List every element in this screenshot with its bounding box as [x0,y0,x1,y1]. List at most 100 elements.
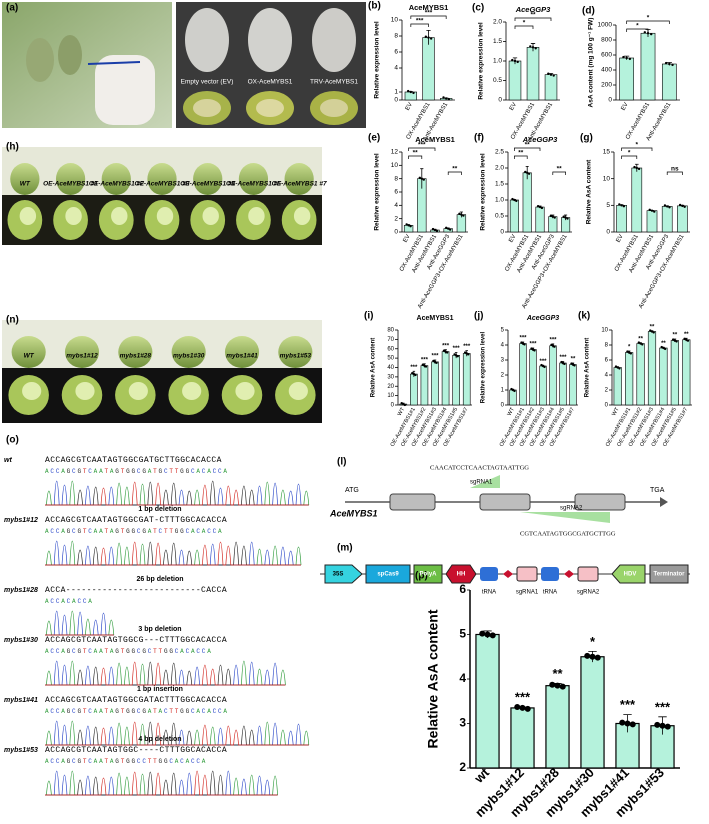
y-tick-label: 10 [387,393,394,399]
bar [559,362,567,406]
replicate-dot [668,206,671,209]
construct-part: HH [457,572,466,578]
comparison-label: * [647,15,650,22]
y-tick-label: 2 [605,388,609,394]
replicate-dot [418,176,422,179]
replicate-dot [456,355,459,358]
replicate-dot [628,57,632,61]
comparison-label: *** [416,18,424,25]
y-tick-label: 15 [603,149,611,156]
y-axis-label: Relative AsA content [425,609,441,748]
fruits [183,8,358,125]
replicate-dot [515,199,518,203]
y-tick-label: 0 [391,403,395,409]
photo-label: Empty vector (EV) [181,79,234,86]
y-tick-label: 30 [387,374,394,380]
photo-label: WT [24,353,35,360]
replicate-dot [523,343,526,346]
significance: *** [655,699,671,714]
significance: *** [515,689,531,704]
bar [659,347,668,406]
replicate-dot [678,203,682,207]
reference-sequence: ACCAGCGTCAATAGTGGCGAT-CTTTGGCACACCA [45,516,227,525]
reference-sequence: ACCAGCGTCAATAGTGGCGATACTTTGGCACACCA [45,696,227,705]
y-tick-label: 0 [498,97,502,104]
y-tick-label: 50 [387,356,394,362]
plant [171,336,206,368]
significance: *** [463,344,471,350]
chromatogram [45,661,286,686]
replicate-dot [573,364,576,367]
y-tick-label: 1 [394,89,398,96]
bar [422,37,435,101]
comparison-label: ** [530,12,536,19]
mutation-note: 3 bp deletion [138,626,181,633]
sample-name: mybs1#30 [4,637,38,644]
y-tick-label: 12 [391,149,399,156]
photo-label: OX-AceMYBS1 [248,79,293,86]
x-tick-label: EV [615,234,624,244]
y-tick-label: 2.5 [495,149,504,156]
bar [475,633,500,769]
x-tick-label: EV [621,102,630,112]
replicate-dot [442,96,445,99]
chart-title: AceMYBS1 [417,315,454,322]
plant [118,336,153,368]
cas9 [365,564,411,584]
chart-title: AceMYBS1 [409,3,449,12]
comparison-label: ns [671,166,679,173]
codon: ATG [345,487,359,494]
bar [420,365,429,406]
mutation-note: 1 bp insertion [137,686,183,693]
chromatogram [45,770,278,796]
panel-label: (g) [580,133,593,144]
replicate-dot [549,214,553,217]
plant [128,382,148,400]
replicate-dot [619,719,626,726]
y-tick-label: 0 [394,229,398,236]
reference-sequence: ACCAGCGTCAATAGTGGCG---CTTTGGCACACCA [45,636,227,645]
panel-label: (k) [578,311,590,322]
plant [202,207,219,225]
y-tick-label: 5 [606,202,610,209]
replicate-dot [646,32,650,35]
replicate-dot [681,204,684,208]
needle [87,61,141,65]
y-tick-label: 200 [601,82,612,89]
chromatogram [45,721,309,746]
replicate-dot [406,89,410,93]
read-sequence: ACCACACCA [45,598,94,605]
y-tick-label: 2 [501,373,505,379]
y-tick-label: 0 [608,97,612,104]
replicate-dot [566,217,569,220]
replicate-dot [467,353,470,356]
significance: ** [684,332,689,338]
significance: * [628,345,631,351]
replicate-dot [460,213,463,216]
sgrna-label: sgRNA2 [560,506,583,512]
replicate-dot [686,339,690,342]
chromatogram [45,541,301,566]
replicate-dot [447,227,450,230]
panel-label: (d) [582,6,595,17]
replicate-dot [435,361,438,364]
chart-title: AceMYBS1 [415,135,455,144]
y-tick-label: 0.5 [493,77,502,84]
bar [452,355,460,406]
replicate-dot [618,367,621,370]
y-tick-label: 6 [394,189,398,196]
y-tick-label: 2.0 [495,165,504,172]
read-sequence: ACCAGCGTCAATAGTGGCGATGCTTGGCACACCA [45,468,229,475]
significance: ** [638,336,643,342]
y-tick-label: 1.0 [493,58,502,65]
replicate-dot [533,349,536,352]
bar [510,707,535,769]
replicate-dot [524,170,527,174]
plant [19,207,37,225]
replicate-dot [653,210,656,213]
replicate-dot [536,204,540,208]
bar [509,199,519,233]
chromatogram [45,480,310,506]
replicate-dot [648,208,651,211]
replicate-dot [444,97,448,100]
